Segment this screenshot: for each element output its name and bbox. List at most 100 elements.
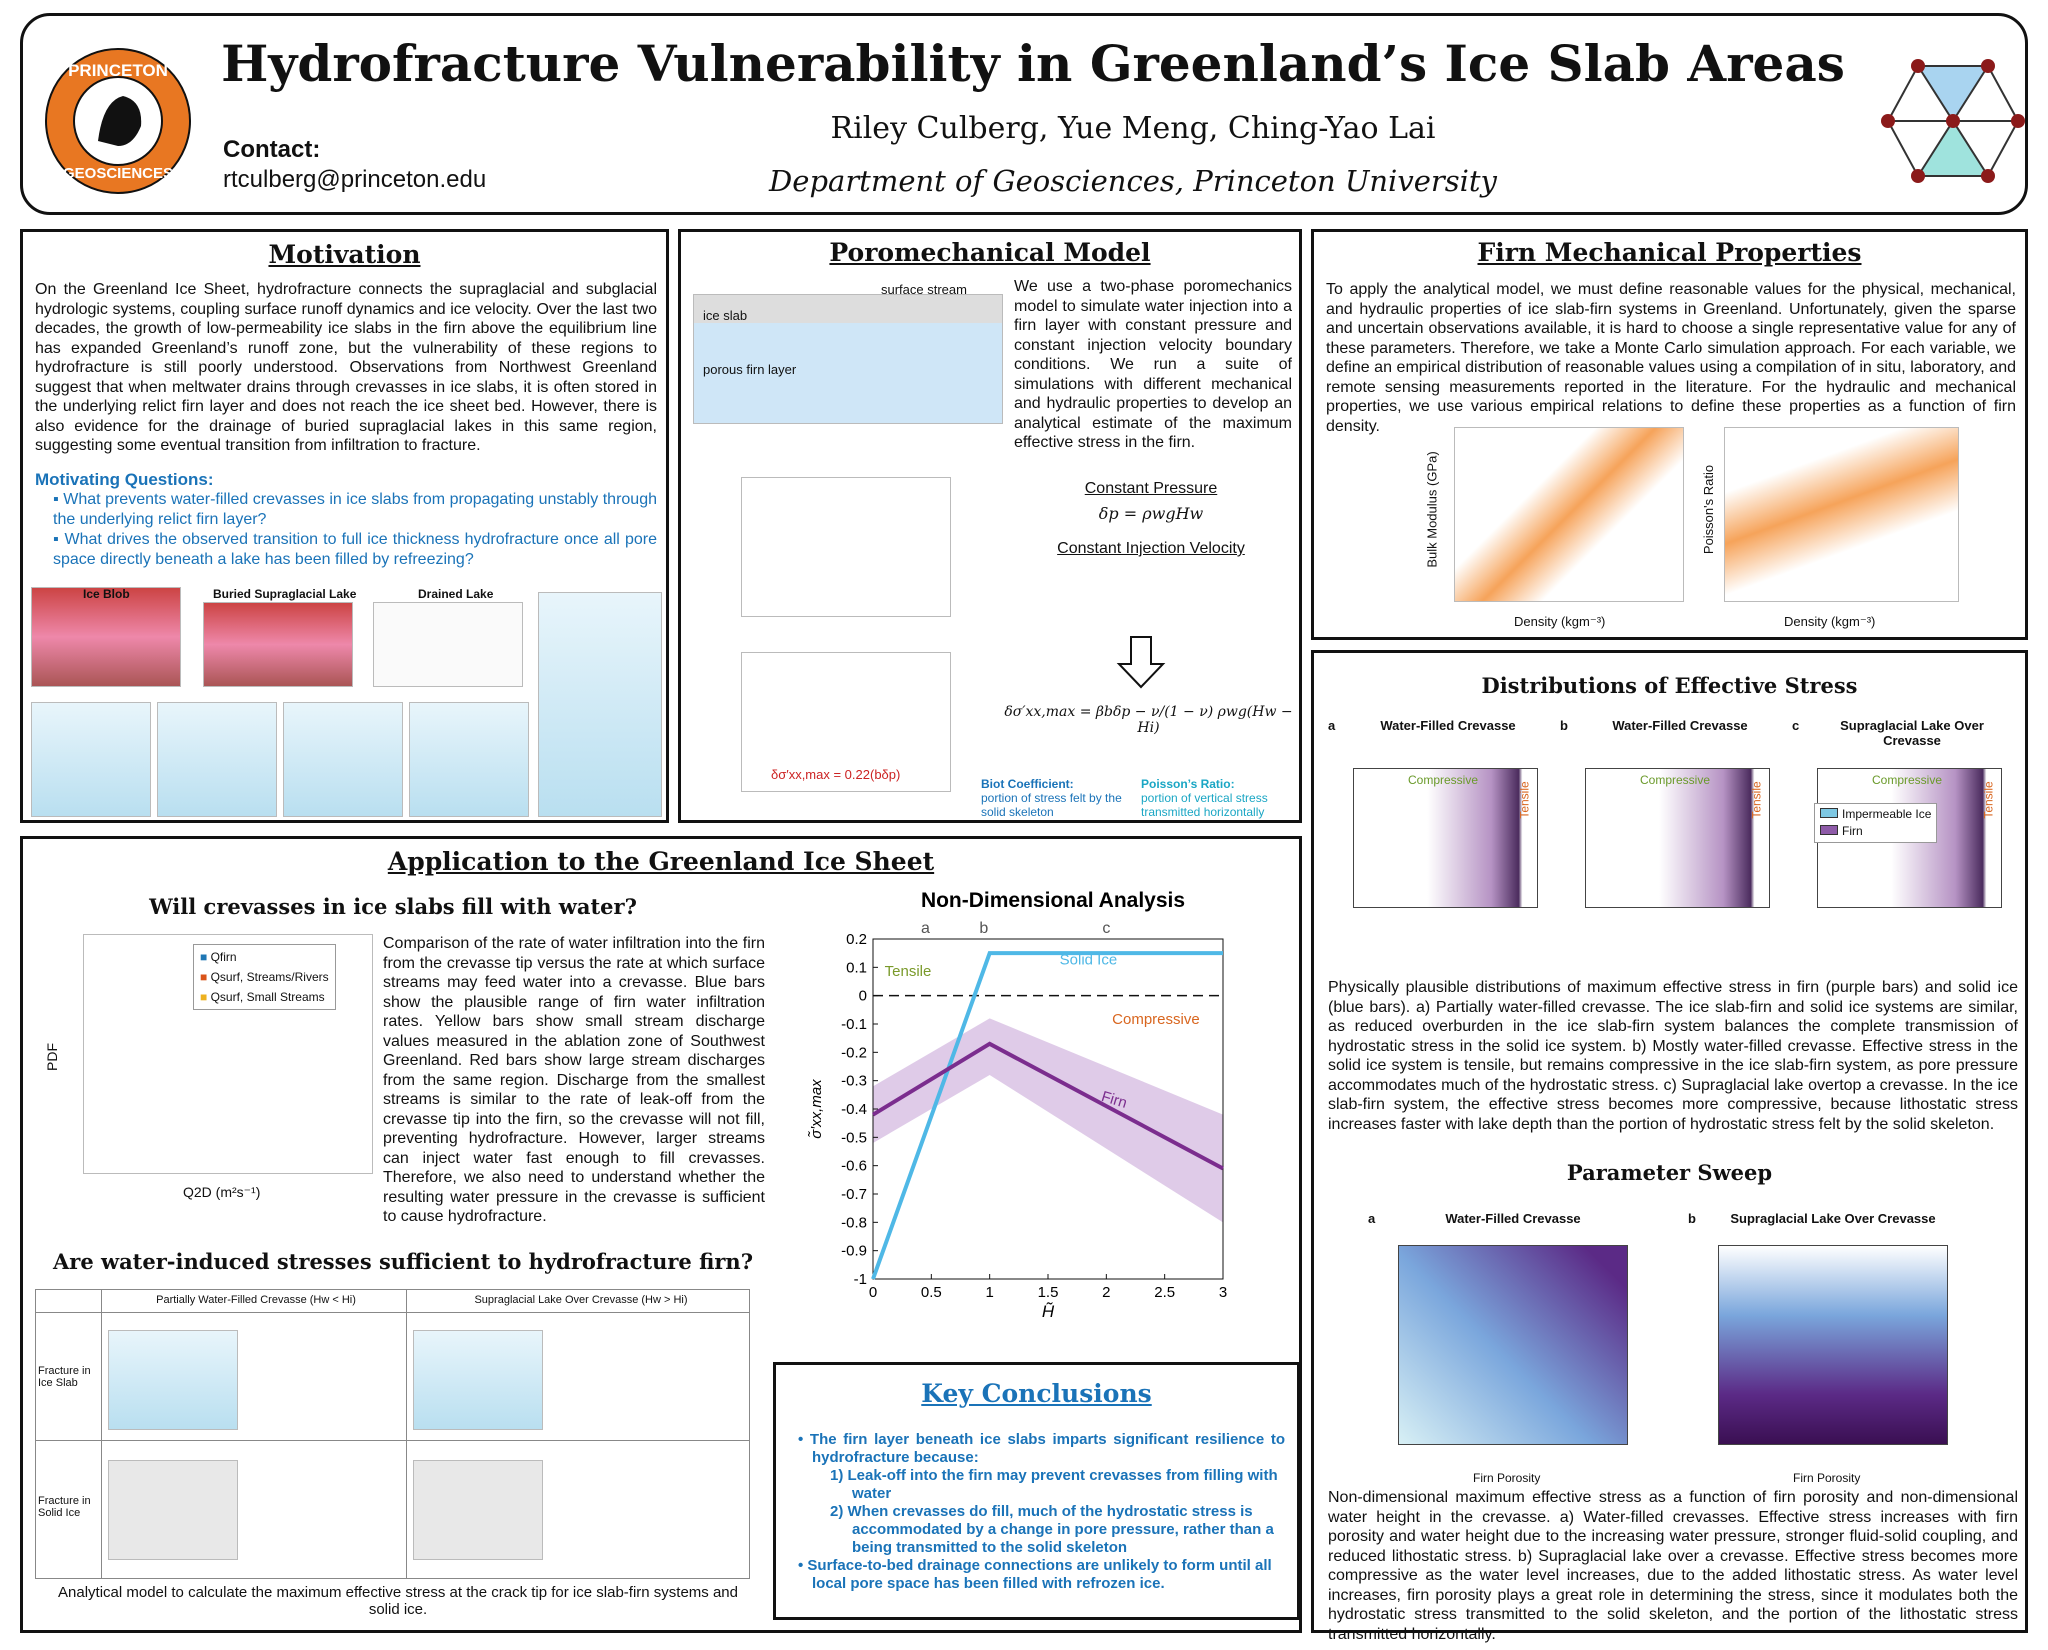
y-tick-label: -0.7 xyxy=(841,1186,867,1203)
axis-label: Firn Porosity xyxy=(1793,1471,1861,1485)
x-tick-label: 3 xyxy=(1219,1284,1227,1301)
caption: Analytical model to calculate the maximu… xyxy=(58,1584,738,1618)
axis-label: Density (kgm⁻³) xyxy=(1514,614,1606,629)
figure xyxy=(373,602,523,687)
annotation: Tensile xyxy=(885,963,932,980)
y-tick-label: -0.2 xyxy=(841,1044,867,1061)
x-tick-label: 2 xyxy=(1102,1284,1110,1301)
stress-panel: Distributions of Effective Stress a Water… xyxy=(1311,650,2028,1643)
conclusion-text: The firn layer beneath ice slabs imparts… xyxy=(809,1431,1286,1466)
annotation: Tensile xyxy=(1749,781,1764,819)
figure xyxy=(203,602,353,687)
histogram xyxy=(1353,768,1538,908)
conclusion: • The firn layer beneath ice slabs impar… xyxy=(798,1431,1286,1466)
figure xyxy=(157,702,277,817)
question: ▪ What drives the observed transition to… xyxy=(53,531,657,568)
x-tick-label: 1 xyxy=(985,1284,993,1301)
region-label: b xyxy=(979,920,988,937)
section-title: Parameter Sweep xyxy=(1566,1160,1773,1185)
annotation: Compressive xyxy=(1872,773,1943,787)
logo: PRINCETON GEOSCIENCES xyxy=(45,48,191,194)
poromechanical-panel: Poromechanical Model ice slab porous fir… xyxy=(678,229,1302,823)
line xyxy=(871,951,1223,1280)
region-label: c xyxy=(1102,920,1110,937)
panel-title: Water-Filled Crevasse xyxy=(1445,1211,1581,1226)
header: PRINCETON GEOSCIENCES Hydrofracture Vuln… xyxy=(20,13,2028,215)
note: Poisson’s Ratio: portion of vertical stre… xyxy=(1141,777,1291,819)
axis-label: Firn Porosity xyxy=(1473,1471,1541,1485)
question: ▪ What prevents water-filled crevasses i… xyxy=(53,491,657,528)
plot xyxy=(1454,427,1684,602)
diagram xyxy=(693,294,1003,424)
panel-letter: b xyxy=(1688,1211,1696,1226)
subheading: Constant Pressure xyxy=(1084,480,1218,497)
conclusions-list: • The firn layer beneath ice slabs impar… xyxy=(790,1431,1285,1593)
plot xyxy=(741,477,951,617)
x-tick-label: 2.5 xyxy=(1154,1284,1175,1301)
x-axis-label: H̃ xyxy=(1042,1301,1055,1319)
legend-text: Impermeable Ice xyxy=(1842,807,1932,821)
caption: Non-dimensional maximum effective stress… xyxy=(1328,1489,2018,1643)
conclusion-text: Surface-to-bed drainage connections are … xyxy=(807,1557,1272,1592)
annotation: Compressive xyxy=(1112,1011,1200,1028)
title: Hydrofracture Vulnerability in Greenland… xyxy=(221,34,1845,93)
diagram-label: ice slab xyxy=(703,308,748,323)
plot xyxy=(1724,427,1959,602)
network-logo xyxy=(1881,59,2025,183)
row-header: Fracture in Solid Ice xyxy=(38,1495,91,1519)
line xyxy=(871,1041,1224,1171)
figure xyxy=(31,702,151,817)
affiliation: Department of Geosciences, Princeton Uni… xyxy=(769,164,1497,198)
section-title: Motivation xyxy=(268,240,421,269)
schematic xyxy=(413,1330,543,1430)
conclusion-sub: 1) Leak-off into the firn may prevent cr… xyxy=(830,1467,1278,1502)
section-title: Distributions of Effective Stress xyxy=(1481,673,1858,698)
section-title: Key Conclusions xyxy=(921,1379,1152,1408)
x-tick-label: 0 xyxy=(869,1284,877,1301)
panel-letter: c xyxy=(1792,718,1800,733)
axis-label: Poisson's Ratio xyxy=(1701,464,1717,555)
annotation: Tensile xyxy=(1981,781,1996,819)
logo-top: PRINCETON xyxy=(68,61,168,80)
section-title: Application to the Greenland Ice Sheet xyxy=(387,847,935,876)
contact-email: rtculberg@princeton.edu xyxy=(223,166,487,193)
histogram xyxy=(1585,768,1770,908)
axis-label: Bulk Modulus (GPa) xyxy=(1424,451,1440,568)
axis-label: Q2D (m²s⁻¹) xyxy=(183,1184,261,1200)
shade xyxy=(873,1018,1223,1223)
legend-entry: ■ Qfirn xyxy=(200,950,237,964)
legend-entry: ■ Qsurf, Streams/Rivers xyxy=(200,970,329,984)
figure-label: Buried Supraglacial Lake xyxy=(213,587,357,601)
legend-swatch xyxy=(1820,808,1838,818)
logo-bottom: GEOSCIENCES xyxy=(63,165,173,182)
authors: Riley Culberg, Yue Meng, Ching-Yao Lai xyxy=(830,111,1436,146)
arrow xyxy=(1116,636,1166,689)
legend-text: Firn xyxy=(1842,824,1863,838)
diagram-label: porous firn layer xyxy=(703,362,797,377)
section-title: Poromechanical Model xyxy=(829,238,1151,267)
y-tick-label: -0.6 xyxy=(841,1158,867,1175)
conclusions-panel: Key Conclusions • The firn layer beneath… xyxy=(773,1362,1300,1620)
row-header: Fracture in Ice Slab xyxy=(38,1365,91,1389)
panel-title: Water-Filled Crevasse xyxy=(1380,718,1516,733)
panel-title: Water-Filled Crevasse xyxy=(1612,718,1748,733)
chart-title: Non-Dimensional Analysis xyxy=(921,889,1185,912)
legend: ■ Qfirn ■ Qsurf, Streams/Rivers ■ Qsurf,… xyxy=(193,944,336,1010)
x-tick-label: 0.5 xyxy=(921,1284,942,1301)
panel-letter: a xyxy=(1368,1211,1376,1226)
figure xyxy=(538,592,662,817)
table-header: Partially Water-Filled Crevasse (Hw < Hi… xyxy=(156,1294,356,1306)
schematic xyxy=(108,1460,238,1560)
note-title: Biot Coefficient: xyxy=(981,777,1074,791)
figure xyxy=(283,702,403,817)
diagram-label: surface stream xyxy=(881,282,967,297)
nondim-chart: Non-Dimensional Analysis -1 -0.9 -0.8 -0.7 -0… xyxy=(808,889,1227,1319)
legend-swatch xyxy=(1820,825,1838,835)
note-text: portion of stress felt by the solid skel… xyxy=(981,791,1122,819)
paragraph: On the Greenland Ice Sheet, hydrofractur… xyxy=(35,281,657,454)
x-tick-label: 1.5 xyxy=(1038,1284,1059,1301)
paragraph: Comparison of the rate of water infiltra… xyxy=(383,935,765,1225)
annotation: Compressive xyxy=(1408,773,1479,787)
subsection-title: Will crevasses in ice slabs fill with wa… xyxy=(149,894,637,919)
